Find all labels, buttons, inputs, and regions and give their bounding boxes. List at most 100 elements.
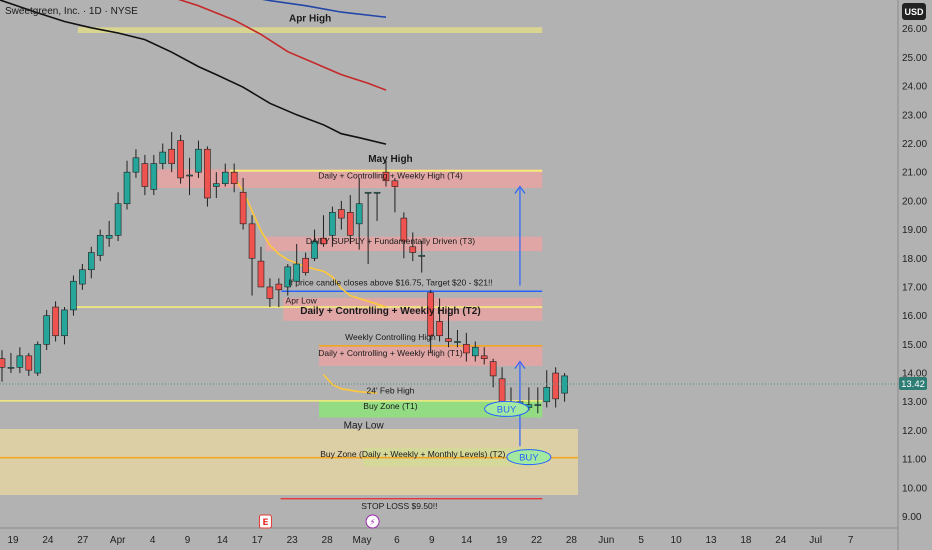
candle[interactable] bbox=[141, 154, 149, 196]
candle[interactable] bbox=[320, 215, 327, 247]
candle[interactable] bbox=[123, 160, 131, 210]
candle[interactable] bbox=[88, 246, 95, 279]
candle[interactable] bbox=[373, 191, 381, 221]
candle[interactable] bbox=[221, 163, 229, 187]
candle-body bbox=[346, 212, 354, 236]
candle[interactable] bbox=[346, 195, 354, 244]
price-tick: 9.00 bbox=[902, 512, 922, 523]
candle[interactable] bbox=[382, 160, 390, 187]
time-axis[interactable]: 19 24 27 Apr 4 9 14 17 23 28 May 6 9 14 19 22 28 Jun 5 10 13… bbox=[7, 535, 853, 546]
time-tick: May bbox=[353, 535, 372, 546]
candle[interactable] bbox=[239, 177, 247, 230]
candle-body bbox=[445, 338, 452, 342]
candle[interactable] bbox=[114, 192, 122, 242]
candle[interactable] bbox=[364, 191, 372, 264]
candle[interactable] bbox=[355, 177, 363, 250]
candle[interactable] bbox=[195, 140, 202, 178]
candle[interactable] bbox=[186, 157, 193, 196]
time-tick: 5 bbox=[638, 535, 644, 546]
candle-body bbox=[436, 321, 443, 337]
price-tick: 22.00 bbox=[902, 139, 927, 150]
candles-layer[interactable] bbox=[0, 132, 568, 414]
event-marker-label: E bbox=[262, 518, 268, 528]
candle[interactable] bbox=[105, 220, 113, 247]
currency-button[interactable]: USD bbox=[902, 3, 926, 20]
zone-0 bbox=[77, 27, 543, 33]
dividend-event-icon[interactable]: ⚡ bbox=[365, 514, 380, 529]
candle-body bbox=[311, 240, 318, 259]
candle[interactable] bbox=[275, 278, 283, 308]
candle[interactable] bbox=[25, 352, 33, 376]
candle[interactable] bbox=[329, 206, 336, 247]
candle[interactable] bbox=[427, 289, 434, 353]
candle-body bbox=[284, 266, 292, 288]
candle[interactable] bbox=[204, 146, 211, 207]
buy-pill-label: BUY bbox=[519, 453, 539, 464]
candle[interactable] bbox=[132, 149, 140, 178]
candle[interactable] bbox=[284, 264, 292, 296]
candle[interactable] bbox=[552, 367, 559, 408]
candle[interactable] bbox=[489, 358, 497, 388]
candle[interactable] bbox=[311, 229, 318, 262]
candle-body bbox=[159, 151, 167, 164]
candle[interactable] bbox=[7, 352, 15, 374]
candle-body bbox=[105, 235, 113, 239]
candle[interactable] bbox=[96, 229, 104, 262]
candle[interactable] bbox=[70, 275, 77, 316]
candle[interactable] bbox=[391, 177, 399, 213]
annotation-label: Buy Zone (T1) bbox=[363, 401, 417, 411]
candle[interactable] bbox=[436, 298, 443, 342]
candle-body bbox=[0, 358, 6, 368]
candle[interactable] bbox=[454, 330, 461, 348]
candle[interactable] bbox=[150, 154, 158, 196]
candle[interactable] bbox=[534, 387, 542, 414]
candle[interactable] bbox=[561, 373, 568, 402]
buy-pills-layer: BUY BUY bbox=[484, 400, 552, 466]
price-axis[interactable]: 26.00 25.00 24.00 23.00 22.00 21.00 20.00 19.00… bbox=[902, 24, 927, 523]
time-tick: 27 bbox=[77, 535, 89, 546]
candle[interactable] bbox=[61, 307, 68, 345]
candle[interactable] bbox=[177, 134, 184, 184]
candle-body bbox=[150, 163, 158, 190]
currency-label: USD bbox=[904, 7, 924, 17]
event-marker-label: ⚡ bbox=[369, 518, 375, 528]
candle[interactable] bbox=[230, 163, 238, 193]
candle-body bbox=[391, 180, 399, 187]
candle[interactable] bbox=[168, 132, 175, 173]
candle[interactable] bbox=[293, 243, 300, 282]
candle[interactable] bbox=[400, 212, 408, 259]
candle[interactable] bbox=[302, 252, 309, 276]
candle[interactable] bbox=[338, 200, 345, 230]
candle[interactable] bbox=[248, 215, 256, 296]
candle[interactable] bbox=[159, 143, 167, 170]
candle-body bbox=[382, 171, 390, 182]
candle[interactable] bbox=[257, 246, 265, 288]
candle-body bbox=[489, 361, 497, 377]
zone-4 bbox=[319, 346, 543, 366]
candle[interactable] bbox=[471, 341, 479, 362]
candle-body bbox=[123, 171, 131, 205]
candle[interactable] bbox=[79, 264, 86, 290]
candle[interactable] bbox=[445, 307, 452, 348]
candle[interactable] bbox=[409, 232, 417, 262]
candle-body bbox=[186, 174, 193, 177]
candle-body bbox=[177, 140, 184, 179]
price-tick: 25.00 bbox=[902, 53, 927, 64]
candle[interactable] bbox=[43, 309, 50, 351]
candle-body bbox=[400, 217, 408, 242]
candle[interactable] bbox=[16, 347, 24, 374]
candle[interactable] bbox=[266, 278, 274, 308]
candle[interactable] bbox=[543, 370, 551, 408]
candle[interactable] bbox=[418, 241, 426, 273]
candle[interactable] bbox=[480, 347, 488, 365]
candle[interactable] bbox=[463, 332, 470, 362]
candle-body bbox=[418, 255, 426, 257]
candle[interactable] bbox=[52, 301, 59, 342]
time-tick: 6 bbox=[394, 535, 400, 546]
candle[interactable] bbox=[213, 172, 220, 198]
earnings-event-icon[interactable]: E bbox=[258, 514, 272, 529]
candle[interactable] bbox=[0, 350, 6, 382]
candle[interactable] bbox=[34, 341, 42, 376]
candle-body bbox=[25, 355, 33, 371]
